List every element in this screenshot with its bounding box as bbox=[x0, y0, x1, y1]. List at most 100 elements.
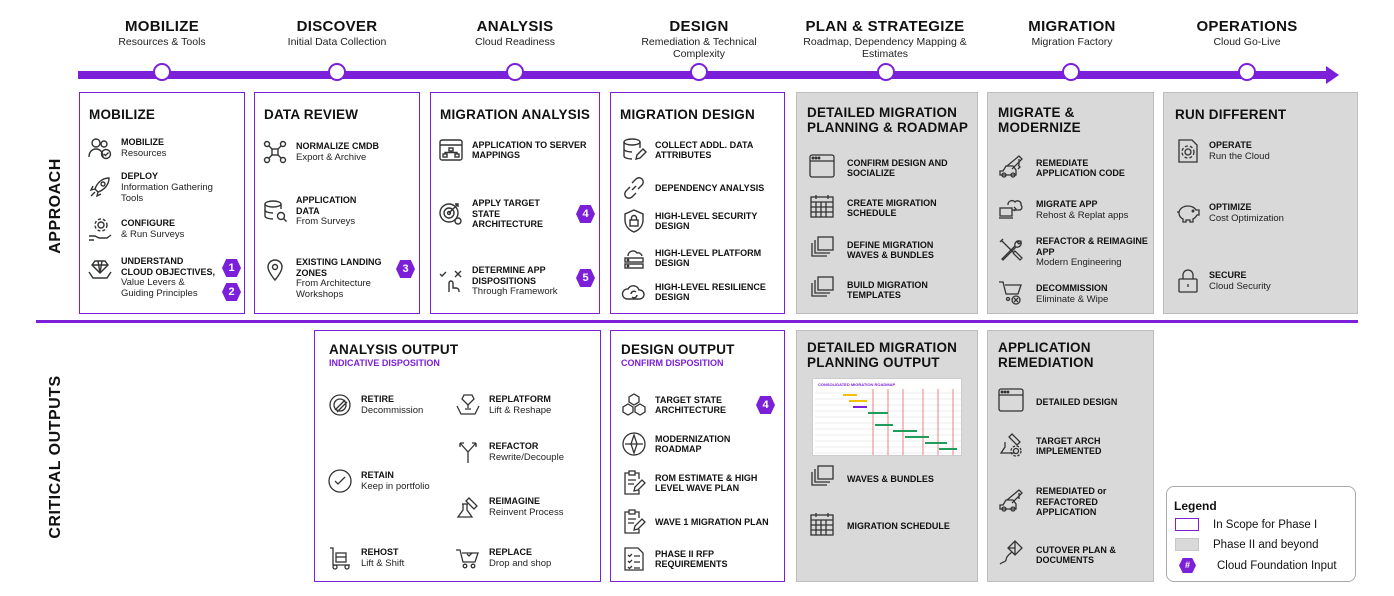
phase-title: OPERATIONS bbox=[1196, 18, 1298, 35]
item-build-templates: BUILD MIGRATION TEMPLATES bbox=[809, 275, 974, 305]
item-remediated-application: REMEDIATED or REFACTORED APPLICATION bbox=[998, 486, 1153, 518]
legend-swatch-phase2 bbox=[1175, 538, 1199, 551]
item-target-arch-implemented: TARGET ARCH IMPLEMENTED bbox=[998, 431, 1153, 461]
item-refactor-reimagine: REFACTOR & REIMAGINE APP Modern Engineeri… bbox=[998, 236, 1153, 268]
database-edit-icon bbox=[621, 137, 647, 163]
box-title: DESIGN OUTPUT bbox=[621, 342, 735, 357]
item-subtitle: Information Gathering Tools bbox=[121, 181, 213, 204]
item-title: OPERATE bbox=[1209, 140, 1252, 151]
item-migration-schedule: MIGRATION SCHEDULE bbox=[809, 511, 974, 541]
legend-badge: # Cloud Foundation Input bbox=[1175, 558, 1337, 573]
roadmap-gantt bbox=[815, 389, 961, 455]
item-title: HIGH-LEVEL SECURITY DESIGN bbox=[655, 210, 758, 232]
item-deploy-tools: DEPLOY Information Gathering Tools bbox=[87, 171, 237, 204]
gear-hand-icon bbox=[87, 216, 113, 242]
item-security-design: HIGH-LEVEL SECURITY DESIGN bbox=[621, 208, 781, 234]
item-rom-estimate: ROM ESTIMATE & HIGH LEVEL WAVE PLAN bbox=[621, 470, 781, 496]
timeline-node bbox=[328, 63, 346, 81]
item-decommission: DECOMMISSION Eliminate & Wipe bbox=[998, 279, 1153, 309]
item-title: MODERNIZATION ROADMAP bbox=[655, 433, 731, 455]
item-refactor: REFACTOR Rewrite/Decouple bbox=[455, 439, 595, 465]
cloud-foundation-badge: 5 bbox=[576, 269, 595, 287]
roadmap-title: CONSOLIDATED MIGRATION ROADMAP bbox=[818, 382, 896, 387]
crane-icon bbox=[998, 153, 1028, 183]
item-resilience-design: HIGH-LEVEL RESILIENCE DESIGN bbox=[621, 279, 781, 305]
item-secure: SECURE Cloud Security bbox=[1175, 268, 1345, 294]
phase-mobilize: MOBILIZE Resources & Tools bbox=[77, 18, 247, 48]
phase-subtitle: Initial Data Collection bbox=[287, 36, 387, 48]
window-icon bbox=[809, 153, 839, 183]
item-retain: RETAIN Keep in portfolio bbox=[327, 468, 457, 494]
item-title: CONFIGURE bbox=[121, 218, 175, 229]
window-map-icon bbox=[438, 137, 464, 163]
item-title: COLLECT ADDL. DATA ATTRIBUTES bbox=[655, 139, 753, 161]
legend-swatch-in-scope bbox=[1175, 518, 1199, 531]
cubes-icon bbox=[621, 392, 647, 418]
item-title: TARGET ARCH IMPLEMENTED bbox=[1036, 435, 1102, 457]
item-dependency-analysis: DEPENDENCY ANALYSIS bbox=[621, 175, 781, 201]
link-icon bbox=[621, 175, 647, 201]
item-subtitle: Value Levers & Guiding Principles bbox=[121, 277, 198, 299]
target-gear-icon bbox=[438, 201, 464, 227]
box-title: DETAILED MIGRATION PLANNING OUTPUT bbox=[807, 340, 958, 370]
phase-title: PLAN & STRATEGIZE bbox=[805, 18, 965, 35]
item-subtitle: Modern Engineering bbox=[1036, 257, 1122, 268]
item-detailed-design: DETAILED DESIGN bbox=[998, 387, 1153, 417]
touch-check-icon bbox=[438, 268, 464, 294]
item-subtitle: Keep in portfolio bbox=[361, 480, 430, 492]
box-application-remediation: APPLICATION REMEDIATION DETAILED DESIGN … bbox=[987, 330, 1154, 582]
item-app-server-mappings: APPLICATION TO SERVER MAPPINGS bbox=[438, 137, 593, 163]
box-subtitle: INDICATIVE DISPOSITION bbox=[329, 358, 440, 368]
box-data-review: DATA REVIEW NORMALIZE CMDB Export & Archi… bbox=[254, 92, 420, 314]
timeline-arrowhead bbox=[1326, 66, 1339, 84]
item-title: OPTIMIZE bbox=[1209, 202, 1252, 213]
box-title: RUN DIFFERENT bbox=[1175, 107, 1287, 122]
item-subtitle: Reinvent Process bbox=[489, 506, 564, 518]
item-platform-design: HIGH-LEVEL PLATFORM DESIGN bbox=[621, 245, 781, 271]
box-title: DETAILED MIGRATION PLANNING & ROADMAP bbox=[807, 105, 969, 135]
item-subtitle: Run the Cloud bbox=[1209, 150, 1270, 162]
item-title: HIGH-LEVEL RESILIENCE DESIGN bbox=[655, 281, 766, 303]
item-create-schedule: CREATE MIGRATION SCHEDULE bbox=[809, 193, 974, 223]
people-check-icon bbox=[87, 135, 113, 161]
item-title: TARGET STATE ARCHITECTURE bbox=[655, 394, 726, 416]
item-title: REMEDIATE APPLICATION CODE bbox=[1036, 157, 1125, 179]
padlock-icon bbox=[1175, 268, 1201, 294]
item-subtitle: Through Framework bbox=[472, 286, 558, 297]
wrench-gear-icon bbox=[998, 431, 1028, 461]
item-title: RETIRE bbox=[361, 394, 395, 405]
item-title: DETERMINE APP DISPOSITIONS bbox=[472, 265, 546, 286]
legend-badge-symbol: # bbox=[1179, 558, 1196, 573]
cart-icon bbox=[455, 545, 481, 571]
flask-icon bbox=[455, 494, 481, 520]
phase-discover: DISCOVER Initial Data Collection bbox=[252, 18, 422, 48]
cloud-foundation-badge: 4 bbox=[756, 396, 775, 414]
box-title: ANALYSIS OUTPUT bbox=[329, 342, 459, 357]
window-icon bbox=[998, 387, 1028, 417]
item-title: HIGH-LEVEL PLATFORM DESIGN bbox=[655, 247, 762, 269]
legend-phase2: Phase II and beyond bbox=[1175, 538, 1319, 551]
item-subtitle: Cloud Security bbox=[1209, 280, 1271, 292]
split-arrow-icon bbox=[455, 439, 481, 465]
item-title: BUILD MIGRATION TEMPLATES bbox=[847, 279, 928, 301]
cloud-foundation-badge: 2 bbox=[222, 283, 241, 301]
cloud-foundation-badge: 3 bbox=[396, 260, 415, 278]
cloud-foundation-badge: 4 bbox=[576, 205, 595, 223]
compass-icon bbox=[621, 431, 647, 457]
stack-icon bbox=[809, 464, 839, 494]
cloud-foundation-badge: 1 bbox=[222, 259, 241, 277]
phase-plan-strategize: PLAN & STRATEGIZE Roadmap, Dependency Ma… bbox=[795, 18, 975, 60]
item-title: DEFINE MIGRATION WAVES & BUNDLES bbox=[847, 239, 934, 261]
phase-design: DESIGN Remediation & Technical Complexit… bbox=[614, 18, 784, 60]
item-title: UNDERSTAND CLOUD OBJECTIVES, bbox=[121, 256, 216, 277]
item-operate: OPERATE Run the Cloud bbox=[1175, 138, 1345, 164]
item-optimize: OPTIMIZE Cost Optimization bbox=[1175, 200, 1345, 226]
shield-lock-icon bbox=[621, 208, 647, 234]
item-subtitle: Resources bbox=[121, 147, 167, 159]
item-subtitle: Cost Optimization bbox=[1209, 212, 1284, 224]
cloud-server-icon bbox=[621, 245, 647, 271]
legend-title: Legend bbox=[1174, 499, 1217, 513]
phase-migration: MIGRATION Migration Factory bbox=[987, 18, 1157, 48]
item-title: MIGRATION SCHEDULE bbox=[847, 520, 950, 531]
item-title: WAVES & BUNDLES bbox=[847, 473, 934, 484]
